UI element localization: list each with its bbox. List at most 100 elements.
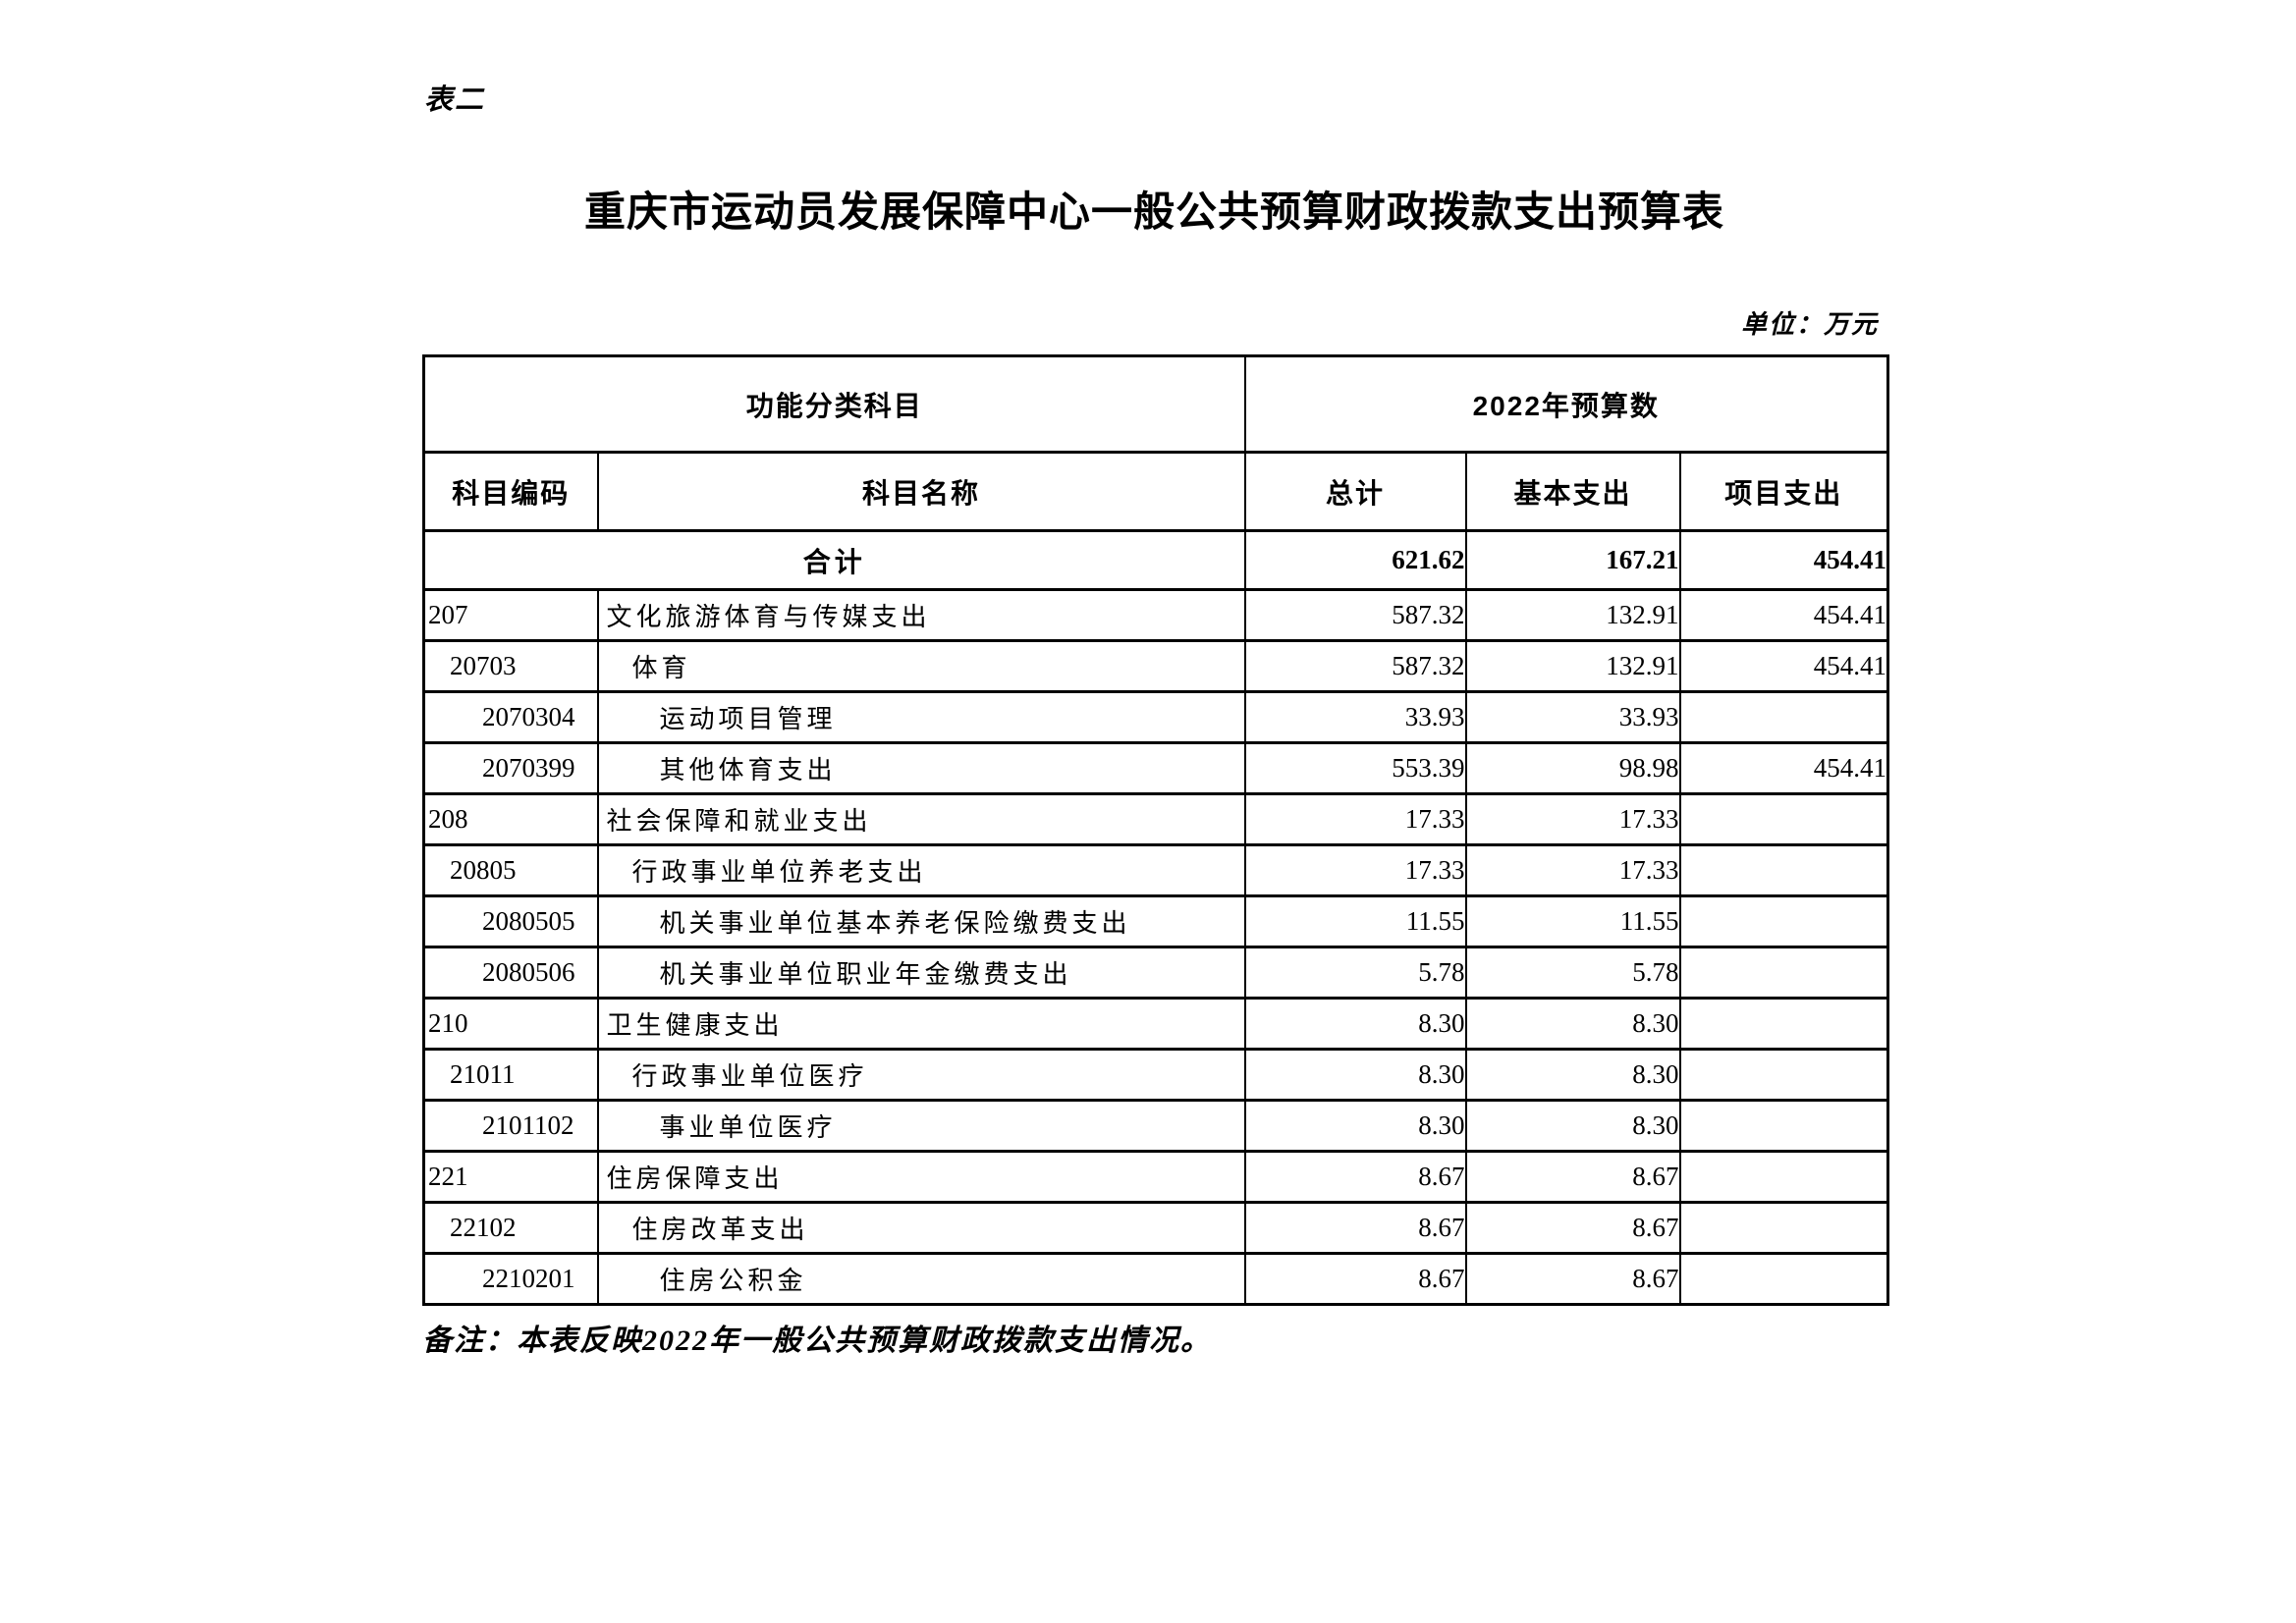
subject-code: 20805 — [422, 843, 599, 897]
grand-total-project-value: 454.41 — [1678, 529, 1889, 591]
table-row: 208 社会保障和就业支出 17.33 17.33 — [422, 792, 1889, 846]
subject-code: 210 — [422, 997, 599, 1051]
table-row: 2070399 其他体育支出 553.39 98.98 454.41 — [422, 741, 1889, 795]
header-2022-budget: 2022年预算数 — [1243, 354, 1889, 454]
header-group-row: 功能分类科目 2022年预算数 — [422, 354, 1889, 454]
budget-table: 功能分类科目 2022年预算数 科目编码 科目名称 总计 基本支出 项目支出 合… — [422, 354, 1890, 1306]
basic-expenditure-value: 8.67 — [1464, 1201, 1681, 1255]
project-expenditure-value — [1678, 1201, 1889, 1255]
basic-expenditure-value: 11.55 — [1464, 894, 1681, 948]
subject-name: 机关事业单位职业年金缴费支出 — [596, 946, 1246, 1000]
total-value: 8.67 — [1243, 1252, 1467, 1306]
total-value: 8.67 — [1243, 1201, 1467, 1255]
total-value: 553.39 — [1243, 741, 1467, 795]
table-row: 22102 住房改革支出 8.67 8.67 — [422, 1201, 1889, 1255]
basic-expenditure-value: 132.91 — [1464, 588, 1681, 642]
project-expenditure-value — [1678, 1099, 1889, 1153]
table-row: 20703 体育 587.32 132.91 454.41 — [422, 639, 1889, 693]
project-expenditure-value — [1678, 690, 1889, 744]
subject-code: 21011 — [422, 1048, 599, 1102]
project-expenditure-value: 454.41 — [1678, 639, 1889, 693]
table-row: 2070304 运动项目管理 33.93 33.93 — [422, 690, 1889, 744]
project-expenditure-value — [1678, 1252, 1889, 1306]
project-expenditure-value — [1678, 946, 1889, 1000]
subject-name: 行政事业单位医疗 — [596, 1048, 1246, 1102]
table-row: 221 住房保障支出 8.67 8.67 — [422, 1150, 1889, 1204]
subject-name: 体育 — [596, 639, 1246, 693]
subject-code: 221 — [422, 1150, 599, 1204]
total-value: 587.32 — [1243, 588, 1467, 642]
subject-code: 2080505 — [422, 894, 599, 948]
total-value: 5.78 — [1243, 946, 1467, 1000]
project-expenditure-value — [1678, 997, 1889, 1051]
table-number-label: 表二 — [424, 84, 486, 116]
subject-name: 文化旅游体育与传媒支出 — [596, 588, 1246, 642]
subject-name: 事业单位医疗 — [596, 1099, 1246, 1153]
total-value: 33.93 — [1243, 690, 1467, 744]
table-row: 21011 行政事业单位医疗 8.30 8.30 — [422, 1048, 1889, 1102]
grand-total-label: 合计 — [422, 529, 1246, 591]
basic-expenditure-value: 8.30 — [1464, 1099, 1681, 1153]
basic-expenditure-value: 8.67 — [1464, 1252, 1681, 1306]
project-expenditure-value: 454.41 — [1678, 741, 1889, 795]
grand-total-basic-value: 167.21 — [1464, 529, 1681, 591]
basic-expenditure-value: 8.30 — [1464, 1048, 1681, 1102]
project-expenditure-value — [1678, 792, 1889, 846]
header-total: 总计 — [1243, 451, 1467, 532]
basic-expenditure-value: 17.33 — [1464, 792, 1681, 846]
subject-name: 住房公积金 — [596, 1252, 1246, 1306]
header-columns-row: 科目编码 科目名称 总计 基本支出 项目支出 — [422, 451, 1889, 532]
total-value: 11.55 — [1243, 894, 1467, 948]
table-row: 2080506 机关事业单位职业年金缴费支出 5.78 5.78 — [422, 946, 1889, 1000]
subject-code: 2101102 — [422, 1099, 599, 1153]
total-value: 17.33 — [1243, 792, 1467, 846]
subject-name: 住房保障支出 — [596, 1150, 1246, 1204]
basic-expenditure-value: 5.78 — [1464, 946, 1681, 1000]
subject-code: 20703 — [422, 639, 599, 693]
project-expenditure-value — [1678, 894, 1889, 948]
grand-total-row: 合计 621.62 167.21 454.41 — [422, 529, 1889, 591]
unit-note: 单位：万元 — [1740, 310, 1879, 339]
basic-expenditure-value: 17.33 — [1464, 843, 1681, 897]
total-value: 8.67 — [1243, 1150, 1467, 1204]
subject-code: 207 — [422, 588, 599, 642]
basic-expenditure-value: 33.93 — [1464, 690, 1681, 744]
header-subject-code: 科目编码 — [422, 451, 599, 532]
table-row: 2101102 事业单位医疗 8.30 8.30 — [422, 1099, 1889, 1153]
table-row: 20805 行政事业单位养老支出 17.33 17.33 — [422, 843, 1889, 897]
subject-code: 208 — [422, 792, 599, 846]
subject-code: 2070304 — [422, 690, 599, 744]
project-expenditure-value — [1678, 843, 1889, 897]
table-row: 2080505 机关事业单位基本养老保险缴费支出 11.55 11.55 — [422, 894, 1889, 948]
subject-name: 行政事业单位养老支出 — [596, 843, 1246, 897]
table-row: 207 文化旅游体育与传媒支出 587.32 132.91 454.41 — [422, 588, 1889, 642]
total-value: 8.30 — [1243, 1048, 1467, 1102]
page-title: 重庆市运动员发展保障中心一般公共预算财政拨款支出预算表 — [583, 190, 1724, 236]
header-subject-name: 科目名称 — [596, 451, 1246, 532]
table-row: 210 卫生健康支出 8.30 8.30 — [422, 997, 1889, 1051]
subject-name: 运动项目管理 — [596, 690, 1246, 744]
header-project-expenditure: 项目支出 — [1678, 451, 1889, 532]
subject-code: 22102 — [422, 1201, 599, 1255]
header-basic-expenditure: 基本支出 — [1464, 451, 1681, 532]
subject-code: 2210201 — [422, 1252, 599, 1306]
table-row: 2210201 住房公积金 8.67 8.67 — [422, 1252, 1889, 1306]
total-value: 8.30 — [1243, 1099, 1467, 1153]
basic-expenditure-value: 8.67 — [1464, 1150, 1681, 1204]
subject-name: 其他体育支出 — [596, 741, 1246, 795]
header-functional-classification: 功能分类科目 — [422, 354, 1246, 454]
project-expenditure-value — [1678, 1150, 1889, 1204]
subject-name: 机关事业单位基本养老保险缴费支出 — [596, 894, 1246, 948]
subject-code: 2080506 — [422, 946, 599, 1000]
basic-expenditure-value: 98.98 — [1464, 741, 1681, 795]
total-value: 587.32 — [1243, 639, 1467, 693]
subject-name: 卫生健康支出 — [596, 997, 1246, 1051]
footer-note: 备注：本表反映2022年一般公共预算财政拨款支出情况。 — [422, 1325, 1212, 1357]
project-expenditure-value: 454.41 — [1678, 588, 1889, 642]
grand-total-total-value: 621.62 — [1243, 529, 1467, 591]
basic-expenditure-value: 8.30 — [1464, 997, 1681, 1051]
total-value: 8.30 — [1243, 997, 1467, 1051]
subject-code: 2070399 — [422, 741, 599, 795]
basic-expenditure-value: 132.91 — [1464, 639, 1681, 693]
